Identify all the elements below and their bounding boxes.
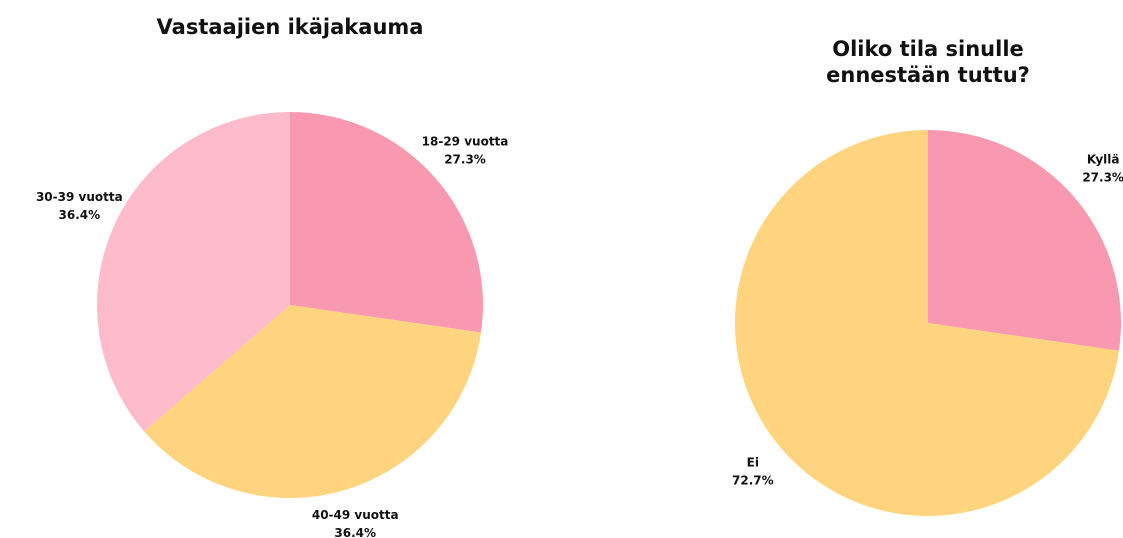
slice-label: 18-29 vuotta: [422, 134, 509, 148]
chart-title: Oliko tila sinulle ennestään tuttu?: [826, 37, 1030, 87]
slice-label: 30-39 vuotta: [36, 190, 123, 204]
slice-value-label: 27.3%: [1082, 170, 1123, 184]
slice-value-label: 36.4%: [334, 526, 376, 538]
pie-slice: [144, 305, 482, 498]
pie-slice: [928, 130, 1121, 351]
pie-slice: [290, 112, 483, 333]
pie-slice: [734, 130, 1119, 516]
slice-label: Kyllä: [1087, 152, 1120, 166]
slice-label: Ei: [747, 456, 759, 470]
slice-value-label: 36.4%: [59, 208, 101, 222]
slice-label: 40-49 vuotta: [312, 508, 399, 522]
pie-slice: [97, 112, 291, 432]
chart-title: Vastaajien ikäjakauma: [156, 15, 424, 39]
slice-value-label: 72.7%: [732, 474, 774, 488]
slice-value-label: 27.3%: [444, 152, 486, 166]
